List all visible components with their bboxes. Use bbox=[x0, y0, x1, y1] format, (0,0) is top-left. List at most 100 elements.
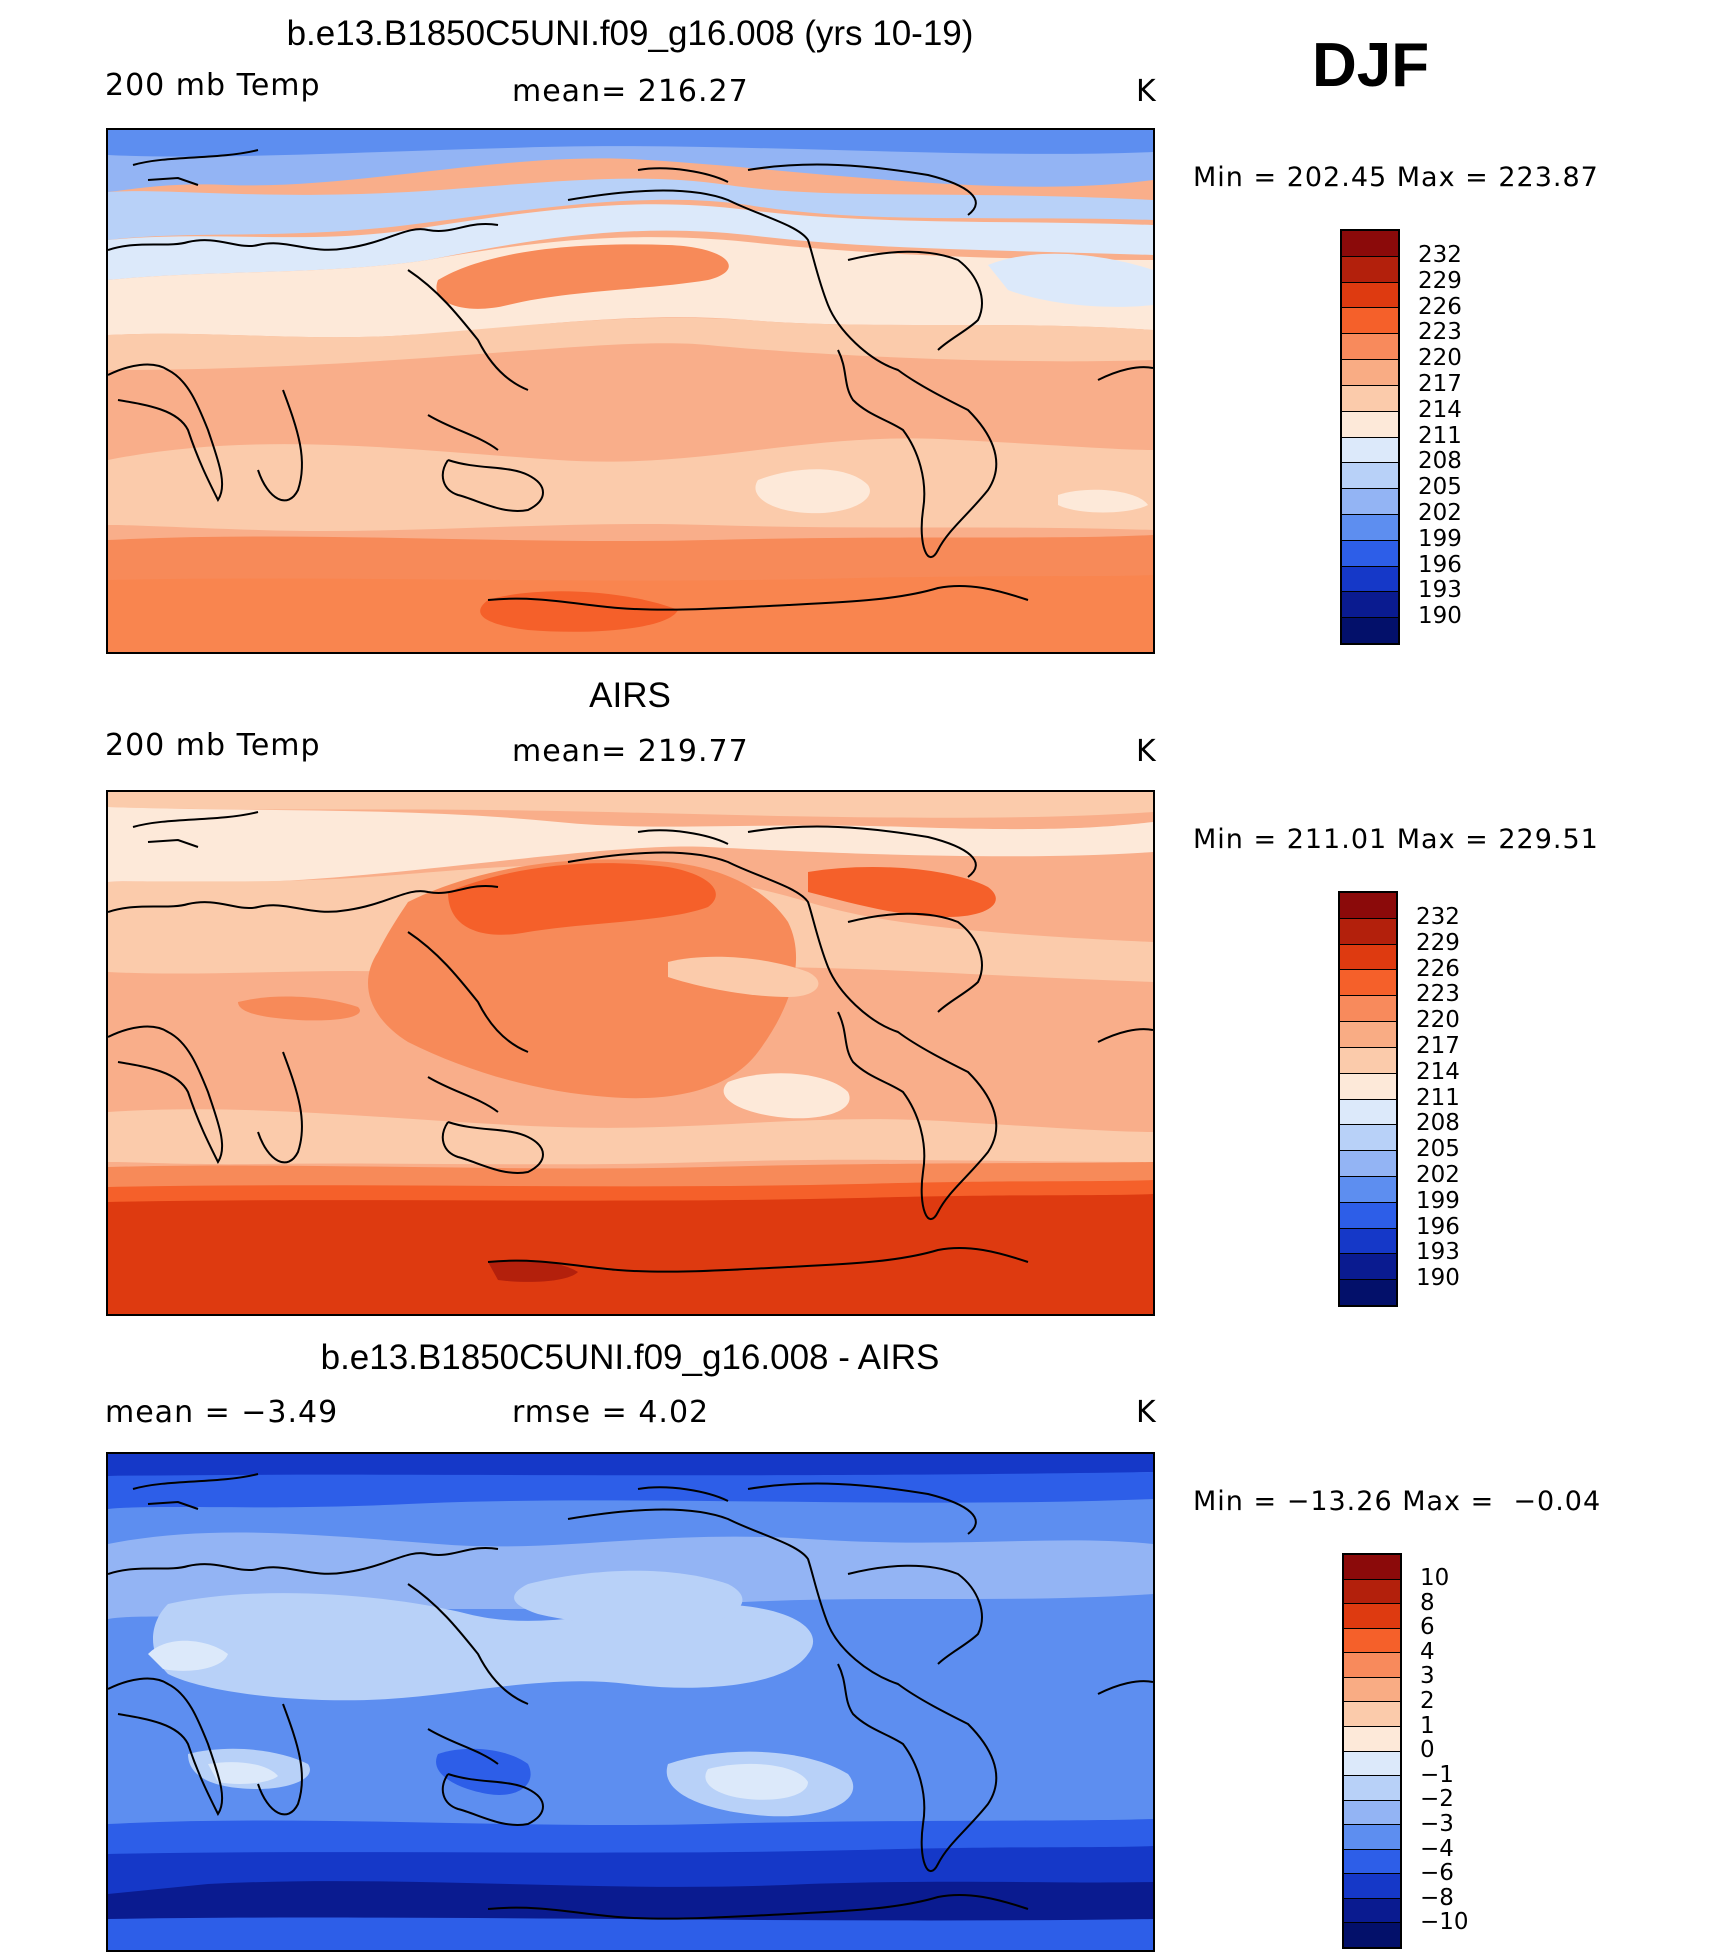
panel2-colorbar-bin bbox=[1340, 1202, 1396, 1229]
panel1-colorbar-bin bbox=[1342, 411, 1398, 438]
colorbar-tick-label: 193 bbox=[1418, 577, 1462, 604]
panel3-colorbar bbox=[1342, 1553, 1402, 1949]
panel3-rmse-label: rmse = 4.02 bbox=[512, 1395, 710, 1430]
panel3-title: b.e13.B1850C5UNI.f09_g16.008 - AIRS bbox=[320, 1338, 940, 1377]
panel3-colorbar-bin bbox=[1344, 1604, 1400, 1629]
panel3-colorbar-bin bbox=[1344, 1677, 1400, 1703]
colorbar-tick-label: −2 bbox=[1420, 1786, 1454, 1813]
panel1-colorbar-bin bbox=[1342, 592, 1398, 619]
panel3-mean-label: mean = −3.49 bbox=[105, 1395, 339, 1430]
panel2-title: AIRS bbox=[589, 676, 671, 715]
panel2-colorbar-bin bbox=[1340, 1151, 1396, 1177]
colorbar-tick-label: 229 bbox=[1418, 267, 1462, 294]
colorbar-tick-label: 226 bbox=[1416, 955, 1460, 982]
colorbar-tick-label: 211 bbox=[1418, 422, 1462, 449]
colorbar-tick-label: 205 bbox=[1418, 474, 1462, 501]
colorbar-tick-label: 196 bbox=[1418, 551, 1462, 578]
panel3-colorbar-bin bbox=[1344, 1751, 1400, 1777]
colorbar-tick-label: 223 bbox=[1418, 319, 1462, 346]
colorbar-tick-label: 1 bbox=[1420, 1712, 1435, 1739]
colorbar-tick-label: 2 bbox=[1420, 1687, 1435, 1714]
colorbar-tick-label: 229 bbox=[1416, 929, 1460, 956]
panel3-colorbar-bin bbox=[1344, 1800, 1400, 1826]
panel3-colorbar-bin bbox=[1344, 1555, 1400, 1580]
colorbar-tick-label: 199 bbox=[1418, 525, 1462, 552]
panel2-colorbar-bin bbox=[1340, 996, 1396, 1023]
panel3-colorbar-labels: 10 8 6 4 3 2 1 0 −1 −2 −3 −4 −6 −8 −10 bbox=[1420, 1566, 1469, 1935]
panel1-colorbar-bin bbox=[1342, 282, 1398, 309]
panel2-colorbar-bin bbox=[1340, 1125, 1396, 1152]
panel1-colorbar-labels: 232 229 226 223 220 217 214 211 208 205 … bbox=[1418, 242, 1462, 630]
colorbar-tick-label: −4 bbox=[1420, 1835, 1454, 1862]
colorbar-tick-label: −1 bbox=[1420, 1761, 1454, 1788]
panel1-colorbar-bin bbox=[1342, 566, 1398, 593]
colorbar-tick-label: 208 bbox=[1416, 1110, 1460, 1137]
panel3-colorbar-bin bbox=[1344, 1628, 1400, 1654]
colorbar-tick-label: 190 bbox=[1418, 603, 1462, 630]
panel2-colorbar-bin bbox=[1340, 1176, 1396, 1203]
panel2-colorbar-bin bbox=[1340, 970, 1396, 997]
panel2-colorbar-bin bbox=[1340, 1047, 1396, 1074]
panel2-units-label: K bbox=[1136, 734, 1157, 769]
colorbar-tick-label: 232 bbox=[1418, 242, 1462, 268]
colorbar-tick-label: 217 bbox=[1416, 1032, 1460, 1059]
panel2-colorbar-labels: 232 229 226 223 220 217 214 211 208 205 … bbox=[1416, 904, 1460, 1292]
panel1-units-label: K bbox=[1136, 74, 1157, 109]
colorbar-tick-label: 220 bbox=[1418, 345, 1462, 372]
colorbar-tick-label: 217 bbox=[1418, 370, 1462, 397]
panel3-colorbar-bin bbox=[1344, 1874, 1400, 1899]
colorbar-tick-label: 10 bbox=[1420, 1565, 1450, 1591]
colorbar-tick-label: 202 bbox=[1416, 1161, 1460, 1188]
panel3-colorbar-bin bbox=[1344, 1702, 1400, 1727]
colorbar-tick-label: −3 bbox=[1420, 1810, 1454, 1837]
panel2-mean-label: mean= 219.77 bbox=[512, 734, 749, 769]
colorbar-tick-label: 211 bbox=[1416, 1084, 1460, 1111]
panel1-colorbar bbox=[1340, 229, 1400, 645]
colorbar-tick-label: 6 bbox=[1420, 1614, 1435, 1641]
colorbar-tick-label: −8 bbox=[1420, 1884, 1454, 1911]
colorbar-tick-label: 226 bbox=[1418, 293, 1462, 320]
colorbar-tick-label: 3 bbox=[1420, 1663, 1435, 1690]
panel1-map-image bbox=[108, 130, 1153, 652]
panel1-variable-label: 200 mb Temp bbox=[105, 68, 321, 103]
panel3-colorbar-bin bbox=[1344, 1776, 1400, 1801]
panel3-map-image bbox=[108, 1454, 1153, 1950]
panel1-colorbar-bin bbox=[1342, 334, 1398, 361]
season-label: DJF bbox=[1312, 31, 1430, 100]
panel3-colorbar-bin bbox=[1344, 1653, 1400, 1678]
panel2-colorbar-bin bbox=[1340, 1022, 1396, 1048]
panel1-colorbar-bin bbox=[1342, 256, 1398, 283]
panel2-colorbar-bin bbox=[1340, 893, 1396, 919]
panel1-colorbar-bin bbox=[1342, 231, 1398, 257]
colorbar-tick-label: 190 bbox=[1416, 1265, 1460, 1292]
colorbar-tick-label: 196 bbox=[1416, 1213, 1460, 1240]
colorbar-tick-label: 202 bbox=[1418, 499, 1462, 526]
colorbar-tick-label: 8 bbox=[1420, 1589, 1435, 1616]
colorbar-tick-label: 220 bbox=[1416, 1007, 1460, 1034]
panel2-variable-label: 200 mb Temp bbox=[105, 728, 321, 763]
panel2-colorbar-bin bbox=[1340, 1228, 1396, 1255]
colorbar-tick-label: 193 bbox=[1416, 1239, 1460, 1266]
panel1-colorbar-bin bbox=[1342, 360, 1398, 386]
panel3-colorbar-bin bbox=[1344, 1726, 1400, 1752]
panel3-units-label: K bbox=[1136, 1395, 1157, 1430]
colorbar-tick-label: 208 bbox=[1418, 448, 1462, 475]
panel1-title: b.e13.B1850C5UNI.f09_g16.008 (yrs 10-19) bbox=[286, 14, 974, 53]
panel1-colorbar-bin bbox=[1342, 489, 1398, 515]
colorbar-tick-label: 205 bbox=[1416, 1136, 1460, 1163]
colorbar-tick-label: −10 bbox=[1420, 1909, 1469, 1936]
colorbar-tick-label: 214 bbox=[1416, 1058, 1460, 1085]
panel1-minmax-label: Min = 202.45 Max = 223.87 bbox=[1193, 162, 1599, 193]
panel2-colorbar bbox=[1338, 891, 1398, 1307]
panel3-colorbar-bin bbox=[1344, 1923, 1400, 1947]
panel1-colorbar-bin bbox=[1342, 540, 1398, 567]
panel3-colorbar-bin bbox=[1344, 1579, 1400, 1605]
panel3-colorbar-bin bbox=[1344, 1849, 1400, 1875]
panel2-colorbar-bin bbox=[1340, 944, 1396, 971]
colorbar-tick-label: 199 bbox=[1416, 1187, 1460, 1214]
colorbar-tick-label: 0 bbox=[1420, 1737, 1435, 1764]
colorbar-tick-label: 232 bbox=[1416, 904, 1460, 930]
panel2-map-image bbox=[108, 792, 1153, 1314]
colorbar-tick-label: 223 bbox=[1416, 981, 1460, 1008]
panel1-colorbar-bin bbox=[1342, 437, 1398, 464]
